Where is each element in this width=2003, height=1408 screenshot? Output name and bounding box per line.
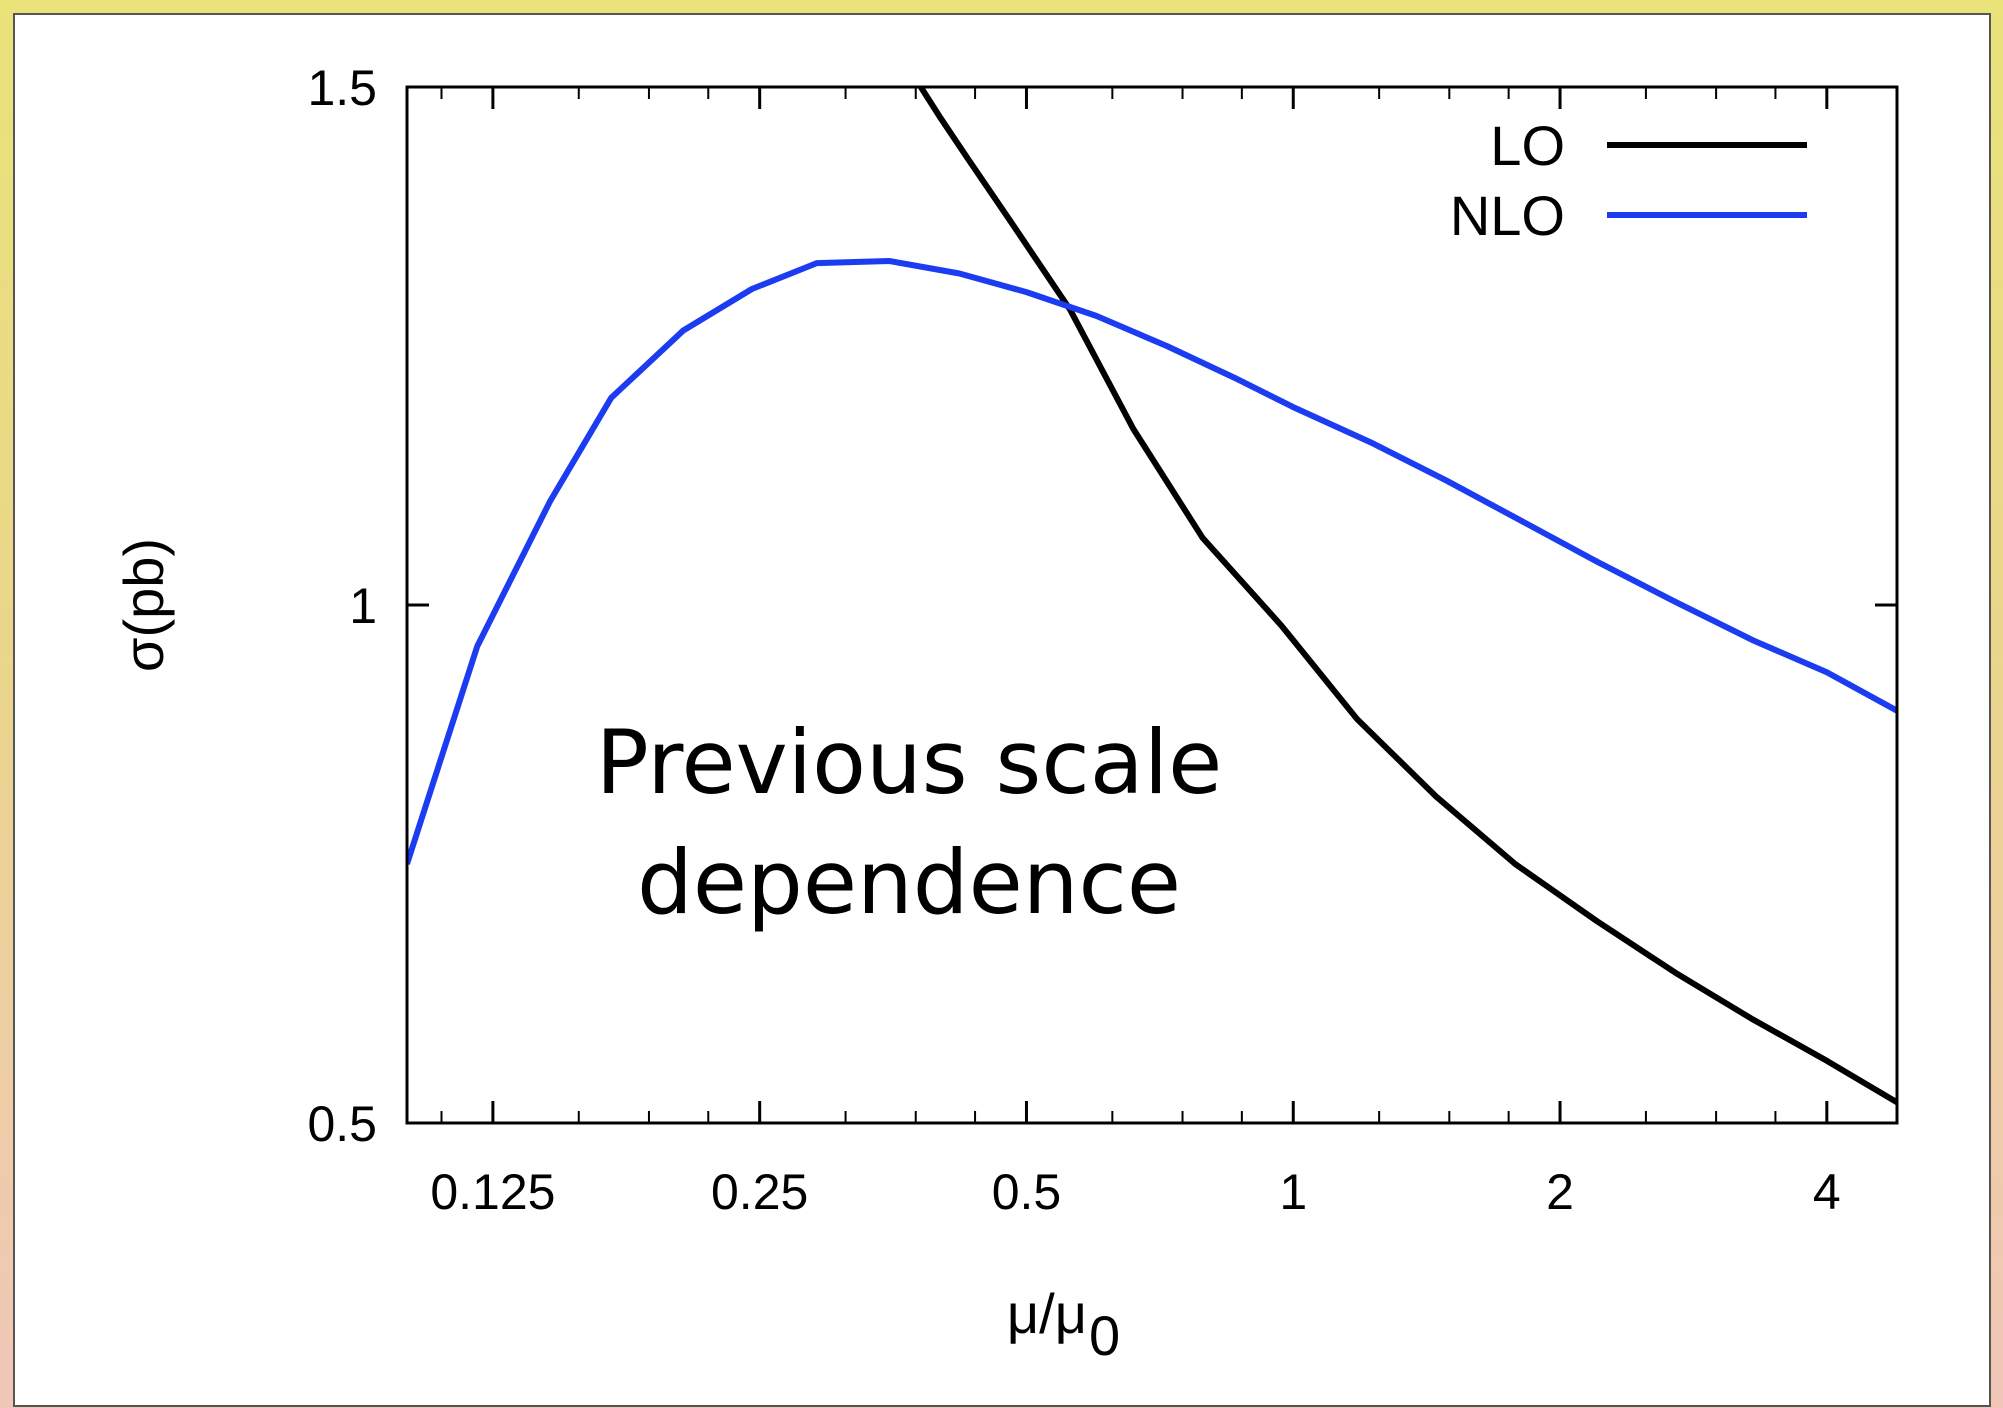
annotation: Previous scale dependence [596, 711, 1223, 934]
annotation-line-1: Previous scale [596, 711, 1223, 814]
y-tick-label: 1.5 [307, 60, 377, 116]
legend: LO NLO [1450, 114, 1807, 247]
annotation-line-2: dependence [637, 831, 1181, 934]
x-axis-title: μ/μ [1007, 1282, 1087, 1345]
y-tick-label: 0.5 [307, 1096, 377, 1152]
x-tick-label: 4 [1813, 1164, 1841, 1220]
x-tick-label: 2 [1546, 1164, 1574, 1220]
legend-label-nlo: NLO [1450, 184, 1565, 247]
scale-dependence-chart: 0.125 0.25 0.5 1 2 4 0.5 1 1.5 σ(pb) μ/μ 0 LO NL… [112, 60, 1899, 1367]
x-tick-label: 0.125 [430, 1164, 555, 1220]
legend-label-lo: LO [1490, 114, 1565, 177]
series-line-lo [918, 87, 1897, 1105]
y-tick-label: 1 [349, 578, 377, 634]
y-axis-title: σ(pb) [112, 538, 175, 672]
x-axis-title-subscript: 0 [1089, 1304, 1120, 1367]
x-tick-label: 1 [1279, 1164, 1307, 1220]
series-lines [407, 87, 1897, 1105]
tick-marks [407, 85, 1897, 1125]
x-axis-title-main: μ/μ [1007, 1282, 1087, 1345]
x-tick-label: 0.5 [992, 1164, 1062, 1220]
plot-frame [405, 85, 1899, 1125]
tick-labels: 0.125 0.25 0.5 1 2 4 0.5 1 1.5 [307, 60, 1840, 1220]
chart-panel: 0.125 0.25 0.5 1 2 4 0.5 1 1.5 σ(pb) μ/μ 0 LO NL… [13, 13, 1991, 1407]
x-tick-label: 0.25 [711, 1164, 808, 1220]
series-line-nlo [407, 258, 1897, 865]
